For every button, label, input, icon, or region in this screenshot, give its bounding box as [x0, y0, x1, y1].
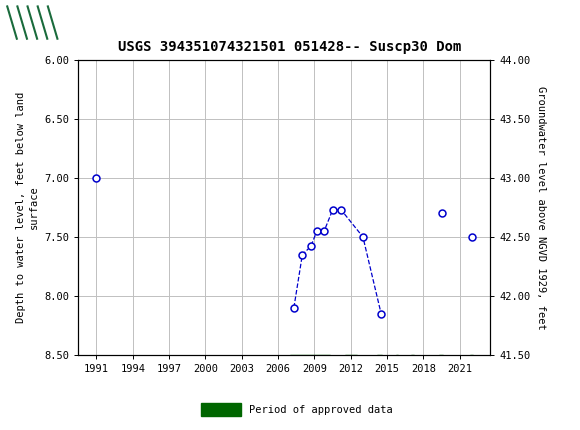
Bar — [345, 355, 357, 362]
FancyBboxPatch shape — [7, 6, 48, 40]
Bar — [396, 355, 398, 362]
Y-axis label: Groundwater level above NGVD 1929, feet: Groundwater level above NGVD 1929, feet — [536, 86, 546, 329]
Bar — [290, 355, 330, 362]
Bar — [378, 355, 382, 362]
Y-axis label: Depth to water level, feet below land
surface: Depth to water level, feet below land su… — [16, 92, 39, 323]
Bar — [201, 403, 241, 416]
Text: USGS 394351074321501 051428-- Suscp30 Dom: USGS 394351074321501 051428-- Suscp30 Do… — [118, 40, 462, 54]
Bar — [469, 355, 473, 362]
Text: Period of approved data: Period of approved data — [249, 405, 393, 415]
Bar — [411, 355, 414, 362]
Bar — [439, 355, 443, 362]
Text: USGS: USGS — [58, 15, 105, 30]
